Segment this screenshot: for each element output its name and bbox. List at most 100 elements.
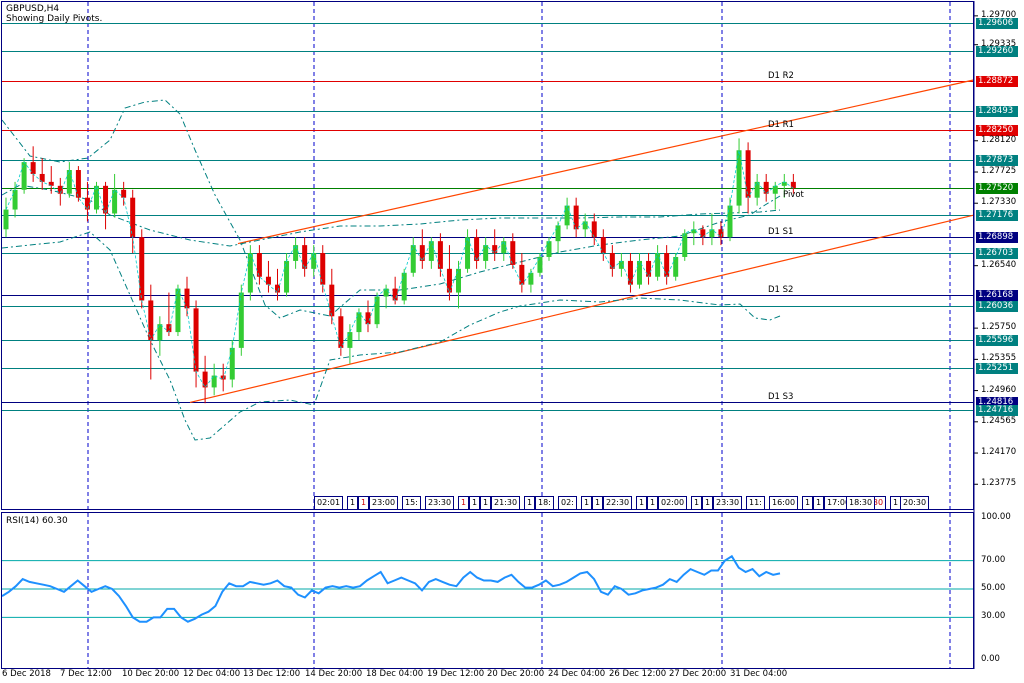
time-tick-label: 20 Dec 20:00 xyxy=(487,669,545,679)
candle-body xyxy=(293,245,299,261)
candle-body xyxy=(501,241,507,254)
candle-body xyxy=(66,170,72,194)
candle-body xyxy=(193,308,199,372)
time-tick-label: 27 Dec 20:00 xyxy=(669,669,727,679)
candle-body xyxy=(148,300,154,340)
candle-body xyxy=(745,150,751,198)
candle-body xyxy=(256,253,262,277)
candle-body xyxy=(736,150,742,206)
time-tick-label: 12 Dec 04:00 xyxy=(183,669,241,679)
candle-body xyxy=(347,332,353,348)
price-tick-label: 1.23775 xyxy=(981,478,1017,489)
level-price-tag: 1.26168 xyxy=(976,290,1018,301)
candle-body xyxy=(772,185,778,194)
envelope-upper xyxy=(1,99,781,319)
level-price-tag: 1.29606 xyxy=(976,18,1018,29)
level-price-tag: 1.27176 xyxy=(976,210,1018,221)
candle-body xyxy=(664,253,670,277)
candle-body xyxy=(555,225,561,242)
time-tick-label: 24 Dec 04:00 xyxy=(548,669,606,679)
candle-body xyxy=(763,181,769,194)
candle-body xyxy=(456,268,461,293)
level-label: D1 R2 xyxy=(768,70,794,81)
price-tick-label: 1.24565 xyxy=(981,415,1017,426)
candle-body xyxy=(492,245,498,254)
session-tag: 1 xyxy=(592,496,604,510)
session-tag: 1 xyxy=(524,496,536,510)
candle-body xyxy=(428,241,434,261)
level-price-tag: 1.27873 xyxy=(976,155,1018,166)
candle-body xyxy=(419,245,425,261)
time-tick-label: 13 Dec 12:00 xyxy=(243,669,301,679)
session-tag: 1 xyxy=(647,496,659,510)
candle-body xyxy=(519,264,525,285)
session-tag: 16:00 xyxy=(769,496,799,510)
candle-body xyxy=(483,245,489,261)
candle-body xyxy=(582,221,588,230)
session-tag: 21:30 xyxy=(491,496,521,510)
session-tag: 18:30 xyxy=(846,496,876,510)
candle-body xyxy=(3,209,9,230)
candle-body xyxy=(401,272,407,301)
time-tick-label: 6 Dec 2018 xyxy=(2,669,51,679)
level-price-tag: 1.28493 xyxy=(976,106,1018,117)
candle-body xyxy=(21,162,27,190)
price-tick-label: 1.28120 xyxy=(981,134,1017,145)
candle-body xyxy=(528,272,534,285)
candle-body xyxy=(84,197,90,210)
candle-body xyxy=(48,181,54,186)
session-tag: 18: xyxy=(535,496,554,510)
level-label: Pivot xyxy=(783,189,804,200)
candle-body xyxy=(103,185,109,214)
level-price-tag: 1.24716 xyxy=(976,405,1018,416)
pivot-subtitle: Showing Daily Pivots. xyxy=(6,14,103,24)
channel-lower-line xyxy=(189,214,975,404)
rsi-title: RSI(14) 60.30 xyxy=(6,516,68,526)
candle-body xyxy=(275,284,280,293)
candle-body xyxy=(392,288,398,301)
session-tag: 1 xyxy=(469,496,481,510)
candle-body xyxy=(437,241,443,269)
rsi-tick-label: 70.00 xyxy=(981,554,1006,565)
candle-body xyxy=(211,375,217,388)
candle-body xyxy=(94,185,99,210)
candle-body xyxy=(112,189,118,214)
price-tick-label: 1.25750 xyxy=(981,322,1017,333)
level-label: D1 S2 xyxy=(768,284,794,295)
rsi-tick-label: 0.00 xyxy=(981,654,1000,664)
candle-body xyxy=(12,189,18,210)
time-tick-label: 19 Dec 12:00 xyxy=(427,669,485,679)
session-tag: 11: xyxy=(746,496,765,510)
rsi-tick-label: 30.00 xyxy=(981,611,1006,622)
candle-body xyxy=(573,205,579,230)
price-tick-label: 1.24170 xyxy=(981,447,1017,458)
candle-body xyxy=(383,288,389,297)
candle-body xyxy=(410,245,416,273)
candle-body xyxy=(75,170,81,198)
candle-body xyxy=(184,288,190,309)
candle-body xyxy=(166,324,172,333)
session-tag: 1 xyxy=(347,496,359,510)
level-price-tag: 1.28250 xyxy=(976,125,1018,136)
candle-body xyxy=(121,189,127,198)
session-tag: 1 xyxy=(358,496,370,510)
level-price-tag: 1.26898 xyxy=(976,232,1018,243)
rsi-line xyxy=(1,554,781,623)
candle-body xyxy=(57,185,63,194)
candle-body xyxy=(356,312,362,333)
time-tick-label: 31 Dec 04:00 xyxy=(730,669,788,679)
candle-body xyxy=(609,253,615,269)
candle-body xyxy=(446,268,452,293)
price-tick-label: 1.24960 xyxy=(981,384,1017,395)
level-price-tag: 1.24816 xyxy=(976,397,1018,408)
session-tag: 1 xyxy=(691,496,703,510)
candle-body xyxy=(655,253,661,277)
session-tag: 20:30 xyxy=(900,496,930,510)
candle-body xyxy=(727,205,733,238)
candle-body xyxy=(329,284,335,317)
symbol-title: GBPUSD,H4 xyxy=(6,4,60,14)
session-tag: 1 xyxy=(813,496,825,510)
candle-body xyxy=(718,229,724,238)
candle-body xyxy=(157,324,163,340)
